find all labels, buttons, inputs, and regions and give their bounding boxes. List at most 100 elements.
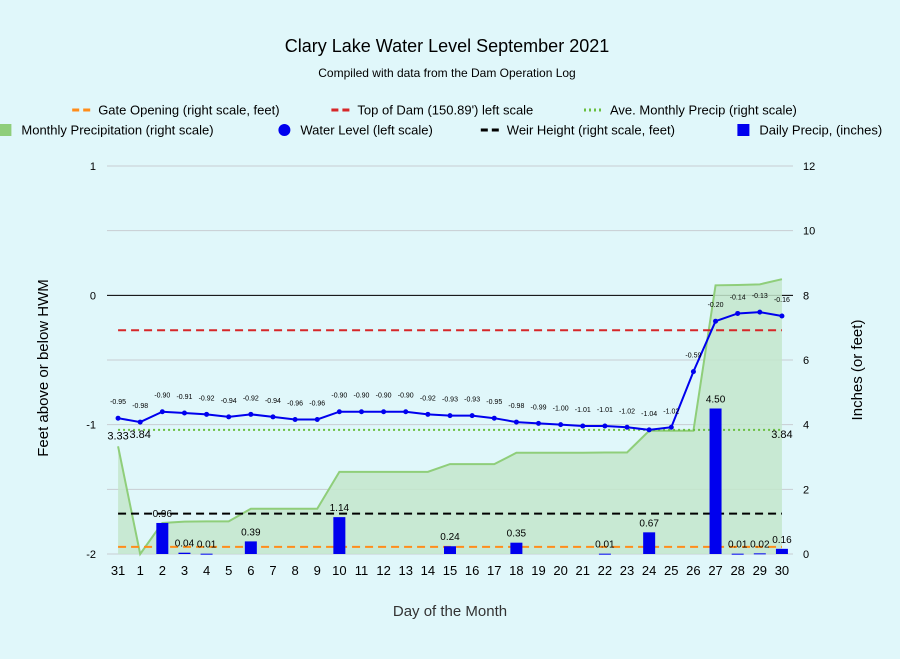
x-tick-label: 24 [642,563,656,578]
x-tick-label: 4 [203,563,210,578]
water-level-point [779,313,785,319]
y-right-tick-label: 6 [803,355,809,367]
bar-label: 0.02 [750,539,770,550]
x-tick-label: 18 [509,563,523,578]
legend-swatch [278,124,291,136]
water-level-point [381,409,387,415]
water-level-point [292,416,298,422]
water-level-label: -1.02 [663,408,679,415]
chart-title: Clary Lake Water Level September 2021 [285,36,610,56]
y-left-tick-label: -2 [86,549,96,561]
water-level-point [713,318,719,324]
water-level-label: -0.90 [331,393,347,400]
water-level-label: -0.96 [287,400,303,407]
water-level-label: -0.90 [398,393,414,400]
water-level-point [314,416,320,422]
daily-precip-bar [156,522,169,554]
daily-precip-bar [709,408,722,554]
water-level-label: -0.96 [309,400,325,407]
legend-swatch [0,124,12,136]
x-tick-label: 27 [708,563,722,578]
water-level-point [513,419,519,425]
water-level-point [270,414,276,420]
bar-label: 0.04 [175,539,195,550]
y-right-tick-label: 12 [803,161,815,173]
x-tick-label: 16 [465,563,479,578]
water-level-point [181,410,187,416]
water-level-point [491,415,497,421]
daily-precip-bar [775,548,788,554]
x-tick-label: 26 [686,563,700,578]
bar-label: 0.35 [507,529,527,540]
water-level-label: -0.16 [774,297,790,304]
x-tick-label: 3 [181,563,188,578]
x-tick-label: 25 [664,563,678,578]
water-level-point [226,414,232,420]
legend-item: Top of Dam (150.89') left scale [331,103,533,118]
daily-precip-bar [178,552,191,554]
legend-label: Daily Precip, (inches) [759,123,882,138]
water-level-label: -1.04 [641,411,657,418]
water-level-label: -1.00 [553,406,569,413]
water-level-point [248,411,254,417]
water-level-label: -0.13 [752,293,768,300]
x-tick-label: 23 [620,563,634,578]
water-level-label: -0.93 [442,397,458,404]
x-tick-label: 5 [225,563,232,578]
water-level-label: -0.92 [243,395,259,402]
chart-subtitle: Compiled with data from the Dam Operatio… [318,66,575,80]
x-tick-label: 1 [137,563,144,578]
legend-label: Water Level (left scale) [300,123,432,138]
x-tick-label: 11 [355,563,369,578]
water-level-label: -0.90 [376,393,392,400]
legend-item: Daily Precip, (inches) [737,123,882,138]
water-level-label: -0.92 [199,395,215,402]
legend-label: Monthly Precipitation (right scale) [21,123,213,138]
water-level-label: -0.59 [685,353,701,360]
daily-precip-bar [333,517,346,554]
water-level-label: -1.01 [575,407,591,414]
water-level-label: -0.95 [110,399,126,406]
daily-precip-bar [731,553,744,555]
legend-label: Gate Opening (right scale, feet) [98,103,279,118]
bar-label: 0.01 [728,540,748,551]
x-tick-label: 31 [111,563,125,578]
x-tick-label: 22 [598,563,612,578]
water-level-label: -0.90 [353,393,369,400]
x-tick-label: 30 [775,563,789,578]
water-level-point [602,423,608,429]
water-level-label: -0.92 [420,395,436,402]
water-level-label: -0.93 [464,397,480,404]
x-tick-label: 21 [576,563,590,578]
y-axis-right-label: Inches (or feet) [849,320,866,421]
legend-label: Top of Dam (150.89') left scale [357,103,533,118]
water-level-point [403,409,409,415]
water-level-point [159,409,165,415]
bar-label: 4.50 [706,395,726,406]
y-left-tick-label: 1 [90,161,96,173]
y-right-tick-label: 4 [803,420,809,432]
annotation-label: 3.84 [771,429,792,441]
water-level-point [580,423,586,429]
water-level-point [624,424,630,430]
bar-label: 0.39 [241,527,261,538]
x-tick-label: 10 [332,563,346,578]
legend-item: Monthly Precipitation (right scale) [0,123,214,138]
water-level-point [447,413,453,419]
y-right-tick-label: 8 [803,290,809,302]
annotation-label: 3.33 [107,430,128,442]
x-tick-label: 7 [269,563,276,578]
daily-precip-bar [598,553,611,555]
x-tick-label: 28 [730,563,744,578]
bar-label: 0.24 [440,532,460,543]
water-level-point [558,422,564,428]
bar-label: 0.01 [197,540,217,551]
water-level-label: -0.98 [508,403,524,410]
water-level-label: -1.01 [597,407,613,414]
water-level-point [690,369,696,375]
y-left-tick-label: -1 [86,420,96,432]
y-right-tick-label: 0 [803,549,809,561]
water-level-point [757,309,763,315]
